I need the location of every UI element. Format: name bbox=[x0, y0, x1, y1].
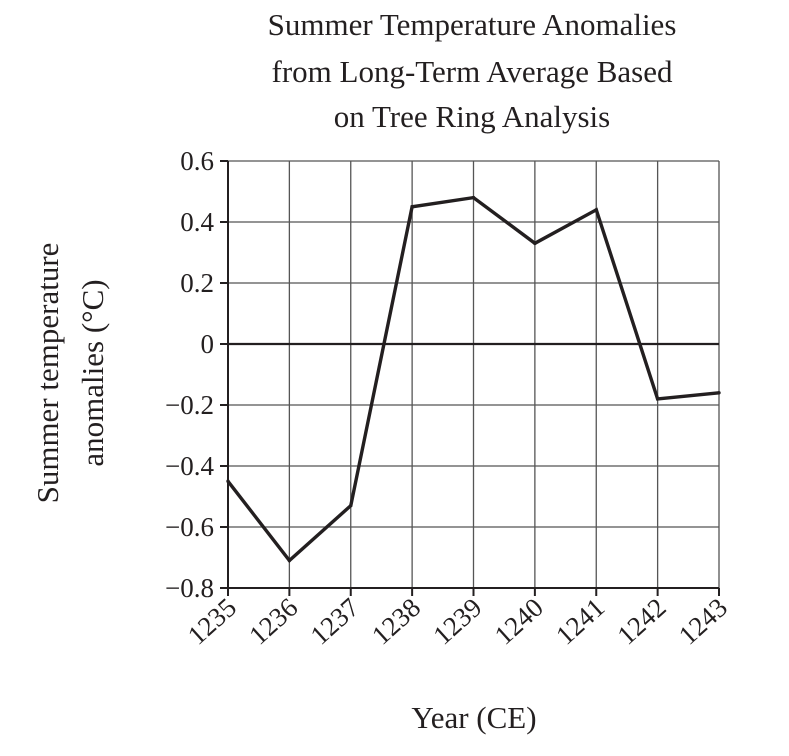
y-axis-label-line-2: anomalies (°C) bbox=[75, 279, 110, 466]
title-line-3: on Tree Ring Analysis bbox=[334, 99, 610, 134]
title-line-2: from Long-Term Average Based bbox=[272, 54, 673, 89]
x-tick-label: 1243 bbox=[673, 592, 733, 650]
grid bbox=[227, 160, 720, 589]
x-axis-label: Year (CE) bbox=[411, 700, 536, 735]
data-point bbox=[287, 558, 292, 563]
y-tick-label: −0.8 bbox=[165, 573, 214, 603]
y-axis-label: Summer temperature anomalies (°C) bbox=[30, 243, 110, 504]
data-point bbox=[471, 195, 476, 200]
y-tick-label: −0.4 bbox=[165, 451, 214, 481]
x-tick-label: 1239 bbox=[427, 592, 487, 650]
data-point bbox=[655, 397, 660, 401]
data-point bbox=[717, 391, 721, 395]
data-point bbox=[226, 479, 230, 483]
data-point bbox=[349, 503, 353, 508]
chart-title: Summer Temperature Anomalies from Long-T… bbox=[268, 7, 677, 134]
y-axis-ticks: 0.6 0.4 0.2 0 −0.2 −0.4 −0.6 −0.8 bbox=[165, 146, 228, 603]
y-tick-label: −0.6 bbox=[165, 512, 214, 542]
data-point bbox=[594, 208, 598, 212]
y-tick-label: 0.4 bbox=[180, 207, 214, 237]
x-tick-label: 1242 bbox=[611, 592, 671, 650]
x-axis-ticks: 1235 1236 1237 1238 1239 1240 1241 1242 1243 bbox=[182, 588, 733, 651]
x-tick-label: 1237 bbox=[305, 592, 365, 650]
x-tick-label: 1240 bbox=[489, 592, 549, 650]
y-tick-label: 0.2 bbox=[180, 268, 214, 298]
data-point bbox=[410, 205, 414, 209]
series-layer bbox=[226, 195, 721, 563]
x-tick-label: 1236 bbox=[243, 592, 303, 650]
y-tick-label: −0.2 bbox=[165, 390, 214, 420]
x-tick-label: 1238 bbox=[366, 592, 426, 650]
data-point bbox=[533, 241, 537, 246]
y-tick-label: 0 bbox=[201, 329, 215, 359]
y-axis-label-line-1: Summer temperature bbox=[30, 243, 65, 504]
y-tick-label: 0.6 bbox=[180, 146, 214, 176]
x-tick-label: 1241 bbox=[550, 592, 610, 650]
title-line-1: Summer Temperature Anomalies bbox=[268, 7, 677, 42]
